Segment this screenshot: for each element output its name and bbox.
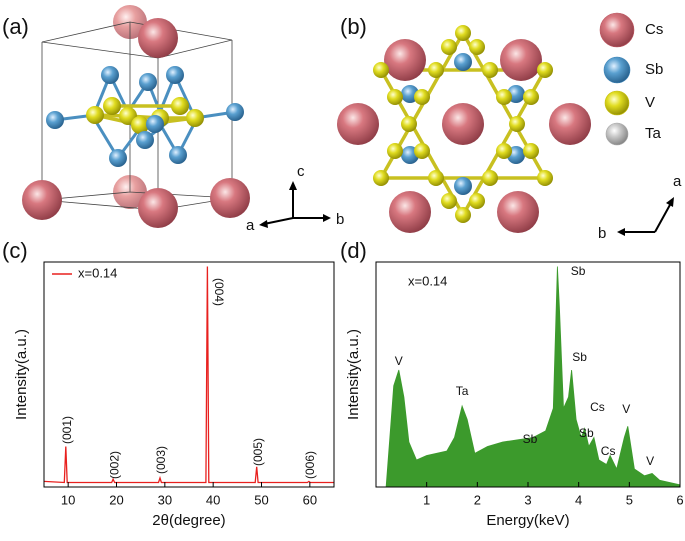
atom-cs [497, 191, 539, 233]
atom-sb [139, 73, 157, 91]
atom-sb [136, 131, 154, 149]
x-tick-label: 60 [303, 492, 317, 507]
atom-cs [337, 103, 379, 145]
atom-cs [138, 18, 178, 58]
atom-cs [442, 103, 484, 145]
peak-label: (004) [212, 278, 226, 306]
legend-atom [599, 12, 635, 48]
atom-sb [146, 115, 164, 133]
peak-label: V [646, 454, 654, 468]
atom-v [131, 116, 149, 134]
peak-label: Sb [523, 432, 538, 446]
x-axis-label: 2θ(degree) [152, 512, 225, 529]
atom-cs [500, 39, 542, 81]
axis-letter: b [598, 225, 606, 242]
panel-label: (b) [340, 14, 367, 39]
peak-label: Sb [572, 350, 587, 364]
peak-label: Cs [601, 444, 616, 458]
atom-cs [389, 191, 431, 233]
axis-arrows [263, 186, 326, 225]
panel-label: (a) [2, 14, 29, 39]
legend-label: Ta [645, 125, 662, 142]
axis-letter: a [673, 173, 682, 190]
peak-label: (002) [107, 451, 121, 479]
atom-sb [101, 66, 119, 84]
crystal-structure-a: c a b [22, 5, 344, 234]
plot-label: x=0.14 [408, 273, 447, 288]
atom-v [186, 109, 204, 127]
data-line [43, 266, 334, 484]
axis-letter: a [246, 217, 255, 234]
axis-letter: b [336, 211, 344, 228]
atom-sb [226, 103, 244, 121]
atom-v [86, 106, 104, 124]
axis-letter: c [297, 163, 305, 180]
axis-arrows [623, 202, 672, 233]
axes-frame [43, 261, 335, 488]
x-tick-label: 10 [61, 492, 75, 507]
legend-label: V [645, 94, 655, 111]
peak-label: Sb [579, 426, 594, 440]
legend-atom [603, 56, 631, 84]
x-tick-label: 40 [206, 492, 220, 507]
legend-label: x=0.14 [78, 265, 117, 280]
peak-label: (003) [154, 446, 168, 474]
atom-cs [384, 39, 426, 81]
crystal-structure-b: a b [337, 25, 682, 242]
atom-sb [169, 146, 187, 164]
x-tick-label: 4 [575, 492, 582, 507]
peak-label: Ta [456, 384, 469, 398]
atom-v [103, 97, 121, 115]
x-tick-label: 50 [254, 492, 268, 507]
x-tick-label: 30 [158, 492, 172, 507]
x-axis-label: Energy(keV) [486, 512, 569, 529]
atom-cs [138, 188, 178, 228]
x-tick-label: 2 [474, 492, 481, 507]
arrow-heads [259, 181, 331, 228]
legend-atom [604, 90, 630, 116]
data-area [385, 266, 681, 488]
atom-sb [46, 111, 64, 129]
atom-sb [109, 149, 127, 167]
atom-v [171, 97, 189, 115]
legend-label: Sb [645, 61, 663, 78]
x-tick-label: 1 [423, 492, 430, 507]
x-tick-label: 6 [676, 492, 683, 507]
atom-cs [22, 180, 62, 220]
x-tick-label: 20 [109, 492, 123, 507]
atoms-v [373, 25, 553, 223]
peak-label: V [395, 354, 403, 368]
peak-label: V [622, 402, 630, 416]
peak-label: (005) [251, 438, 265, 466]
peak-label: Sb [571, 264, 586, 278]
legend-label: Cs [645, 21, 663, 38]
legend-atom [605, 122, 629, 146]
y-axis-label: Intensity(a.u.) [13, 329, 30, 420]
peak-label: (006) [303, 451, 317, 479]
atom-cs [210, 178, 250, 218]
atom-legend: Cs Sb V Ta [599, 12, 663, 146]
x-tick-label: 5 [626, 492, 633, 507]
atom-cs [549, 103, 591, 145]
atom-sb [454, 177, 472, 195]
atom-sb [454, 53, 472, 71]
arrow-heads [617, 197, 674, 236]
y-axis-label: Intensity(a.u.) [345, 329, 362, 420]
peak-label: Cs [590, 400, 605, 414]
panel-label: (d) [340, 238, 367, 263]
peak-label: (001) [60, 416, 74, 444]
x-tick-label: 3 [524, 492, 531, 507]
panel-label: (c) [2, 238, 28, 263]
atom-sb [166, 66, 184, 84]
